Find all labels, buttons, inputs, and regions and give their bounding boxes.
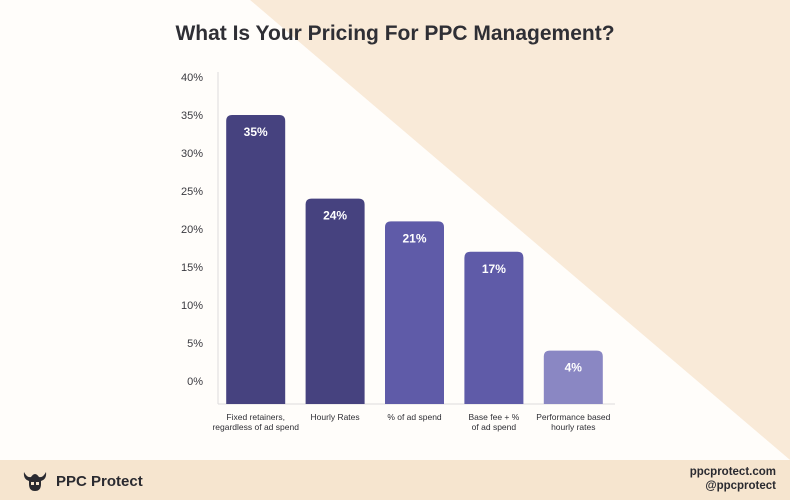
website-link[interactable]: ppcprotect.com: [689, 466, 776, 478]
footer: PPC Protect ppcprotect.com @ppcprotect: [0, 460, 790, 500]
y-tick-label: 5%: [187, 338, 203, 350]
x-tick-label: Fixed retainers, regardless of ad spend: [212, 412, 299, 432]
bar: [543, 350, 603, 404]
x-tick-label: Hourly Rates: [311, 412, 360, 422]
bar-value-label: 21%: [402, 231, 426, 245]
bar: [305, 198, 365, 404]
contact-info: ppcprotect.com @ppcprotect: [690, 465, 776, 493]
social-handle[interactable]: @ppcprotect: [705, 480, 776, 492]
bar-value-label: 24%: [323, 209, 347, 223]
x-axis: Fixed retainers, regardless of ad spend Ho…: [212, 412, 610, 432]
brand-name: PPC Protect: [56, 472, 143, 490]
y-axis: 0% 5% 10% 15% 20% 25% 30% 35% 40%: [181, 72, 203, 388]
y-tick-label: 35%: [181, 110, 203, 122]
y-tick-label: 20%: [181, 224, 203, 236]
y-tick-label: 10%: [181, 300, 203, 312]
x-tick-label: Base fee + % of ad spend: [469, 412, 520, 432]
bar-value-label: 17%: [482, 262, 506, 276]
y-tick-label: 30%: [181, 148, 203, 160]
bars: 35% 24% 21% 17% 4%: [226, 115, 603, 404]
bar-chart: 0% 5% 10% 15% 20% 25% 30% 35% 40% 35% 24% 21% 17% 4%…: [181, 72, 615, 432]
bar: [226, 115, 286, 404]
y-tick-label: 15%: [181, 262, 203, 274]
bar: [464, 251, 524, 404]
brand-logo: PPC Protect: [22, 470, 143, 492]
y-tick-label: 0%: [187, 376, 203, 388]
y-tick-label: 40%: [181, 72, 203, 84]
bar-value-label: 4%: [565, 361, 583, 375]
chart-title: What Is Your Pricing For PPC Management?: [175, 22, 615, 45]
x-tick-label: Performance based hourly rates: [536, 412, 610, 432]
viking-helmet-icon: [23, 472, 47, 491]
x-tick-label: % of ad spend: [387, 412, 442, 422]
bar: [385, 221, 444, 404]
y-tick-label: 25%: [181, 186, 203, 198]
bar-value-label: 35%: [244, 125, 268, 139]
